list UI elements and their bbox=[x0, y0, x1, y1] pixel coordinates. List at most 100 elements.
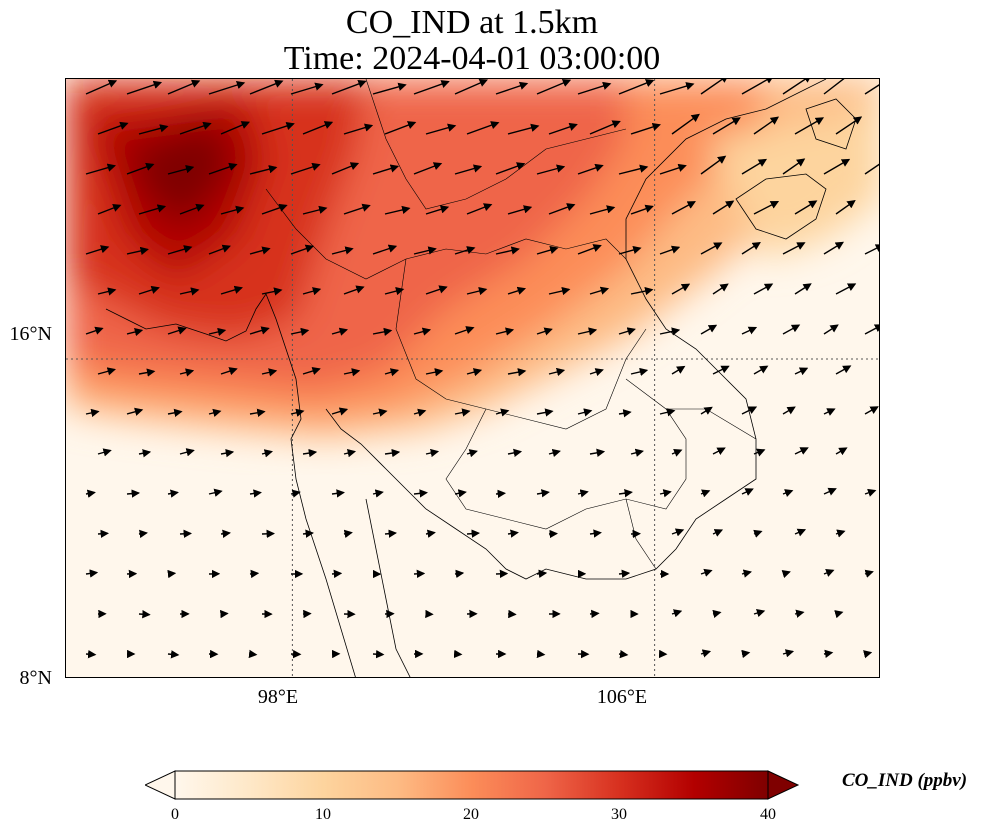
wind-arrow bbox=[548, 286, 571, 296]
wind-arrow bbox=[618, 327, 636, 336]
wind-arrow bbox=[671, 365, 686, 375]
wind-arrow bbox=[208, 244, 231, 255]
wind-arrow bbox=[864, 324, 879, 335]
wind-arrow bbox=[85, 79, 118, 95]
wind-arrow bbox=[835, 283, 857, 295]
wind-arrow bbox=[97, 203, 122, 215]
wind-arrow bbox=[425, 123, 457, 135]
wind-arrow bbox=[753, 529, 763, 538]
wind-arrow bbox=[167, 326, 187, 335]
wind-arrow bbox=[630, 122, 661, 135]
wind-arrow bbox=[618, 164, 649, 175]
wind-arrow bbox=[618, 409, 632, 418]
wind-arrow bbox=[712, 529, 724, 537]
wind-arrow bbox=[507, 448, 523, 458]
wind-arrow bbox=[138, 368, 156, 377]
wind-arrow bbox=[864, 84, 879, 95]
wind-arrow bbox=[536, 327, 553, 336]
wind-arrow bbox=[208, 162, 238, 175]
wind-arrow bbox=[208, 80, 246, 95]
colorbar-extend-low bbox=[145, 770, 176, 800]
wind-arrow bbox=[290, 408, 305, 417]
wind-arrow bbox=[753, 448, 766, 457]
wind-arrow bbox=[712, 117, 741, 135]
wind-arrow bbox=[97, 287, 117, 296]
wind-arrow bbox=[741, 326, 758, 335]
wind-arrow bbox=[466, 286, 488, 296]
wind-arrow bbox=[454, 326, 475, 335]
wind-arrow bbox=[823, 408, 836, 416]
wind-arrow bbox=[495, 246, 520, 255]
wind-arrow bbox=[97, 448, 112, 457]
wind-arrow bbox=[220, 449, 235, 458]
wind-arrow bbox=[548, 367, 566, 377]
wind-arrow bbox=[741, 79, 775, 95]
wind-arrow bbox=[794, 283, 812, 295]
wind-arrow bbox=[331, 79, 367, 95]
wind-arrow bbox=[208, 488, 223, 497]
wind-arrow bbox=[384, 529, 397, 538]
wind-arrow bbox=[630, 204, 654, 215]
colorbar-tick-40: 40 bbox=[760, 806, 776, 823]
wind-arrow bbox=[302, 448, 318, 458]
wind-arrow bbox=[794, 117, 825, 135]
wind-arrow bbox=[782, 406, 796, 415]
wind-arrow bbox=[700, 79, 729, 95]
wind-arrow bbox=[741, 569, 752, 578]
lon-label-98e: 98°E bbox=[257, 686, 299, 708]
wind-arrow bbox=[343, 368, 361, 377]
wind-arrow bbox=[507, 529, 519, 538]
wind-arrow bbox=[413, 489, 428, 498]
wind-arrow bbox=[782, 158, 806, 175]
wind-arrow bbox=[331, 246, 354, 255]
wind-arrow bbox=[85, 163, 117, 175]
wind-arrow bbox=[167, 165, 195, 175]
wind-arrow bbox=[823, 79, 855, 95]
wind-arrow bbox=[220, 205, 245, 215]
wind-arrow bbox=[126, 327, 144, 337]
wind-arrow bbox=[835, 200, 856, 215]
wind-arrow bbox=[97, 367, 116, 376]
wind-arrow bbox=[343, 529, 353, 539]
wind-arrow bbox=[290, 162, 321, 175]
wind-arrow bbox=[179, 121, 212, 135]
wind-arrow bbox=[823, 649, 834, 658]
wind-arrow bbox=[823, 487, 837, 496]
wind-arrow bbox=[302, 529, 314, 538]
wind-arrow bbox=[138, 610, 151, 619]
wind-arrow bbox=[167, 79, 201, 95]
wind-arrow bbox=[536, 649, 546, 659]
wind-arrow bbox=[167, 569, 177, 579]
wind-arrow bbox=[794, 200, 818, 215]
wind-arrow bbox=[495, 408, 510, 417]
wind-arrow bbox=[372, 489, 384, 498]
wind-arrow bbox=[138, 124, 169, 135]
wind-arrow bbox=[864, 406, 879, 415]
wind-arrow bbox=[249, 408, 266, 417]
lat-label-8n: 8°N bbox=[19, 667, 52, 689]
wind-arrow bbox=[425, 529, 436, 538]
wind-arrow bbox=[138, 529, 148, 539]
wind-arrow bbox=[863, 650, 873, 659]
wind-arrow bbox=[700, 649, 712, 658]
wind-arrow bbox=[864, 244, 879, 255]
colorbar-extend-high bbox=[767, 770, 800, 800]
wind-arrow bbox=[179, 448, 195, 457]
wind-arrow bbox=[835, 447, 848, 456]
wind-arrow bbox=[167, 245, 193, 255]
wind-arrow bbox=[589, 120, 621, 135]
wind-arrow bbox=[261, 449, 274, 458]
wind-arrow bbox=[220, 121, 251, 135]
wind-arrow bbox=[85, 245, 110, 255]
wind-arrow bbox=[425, 448, 440, 458]
wind-arrow bbox=[794, 528, 807, 537]
wind-arrow bbox=[179, 529, 193, 538]
wind-arrow bbox=[466, 203, 493, 215]
wind-arrow bbox=[753, 365, 769, 375]
wind-arrow bbox=[823, 158, 851, 175]
wind-arrow bbox=[671, 113, 700, 135]
wind-arrow bbox=[782, 489, 794, 498]
wind-arrow bbox=[343, 285, 365, 295]
wind-arrow bbox=[753, 116, 780, 135]
wind-arrow bbox=[384, 448, 401, 458]
